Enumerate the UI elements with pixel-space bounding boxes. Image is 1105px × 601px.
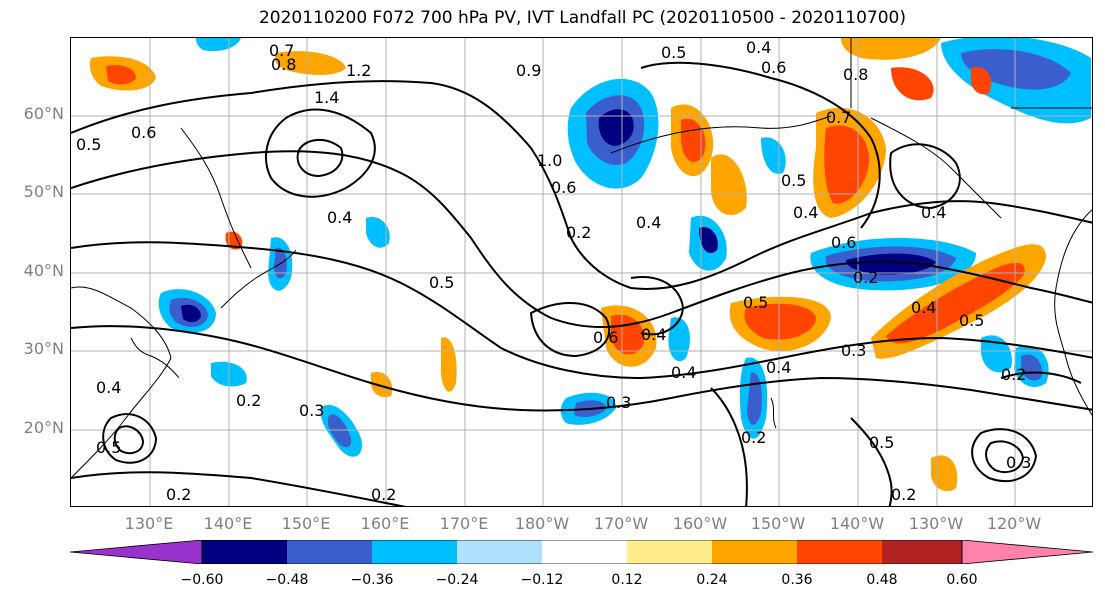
contour-label: 0.5: [96, 438, 121, 457]
contour-label: 0.4: [671, 363, 696, 382]
contour-label: 0.5: [743, 293, 768, 312]
lon-label-160w: 160°W: [672, 514, 728, 533]
contour-label: 0.4: [327, 208, 352, 227]
contour-label: 0.8: [843, 65, 868, 84]
contour-label: 0.5: [76, 135, 101, 154]
colorbar-segment: [797, 540, 882, 564]
contour-label: 0.2: [1001, 365, 1026, 384]
contour-label: 0.3: [299, 401, 324, 420]
colorbar-segment: [287, 540, 372, 564]
contour-label: 0.3: [1006, 453, 1031, 472]
plot-title: 2020110200 F072 700 hPa PV, IVT Landfall…: [258, 8, 906, 28]
colorbar-segment: [202, 540, 287, 564]
contour-label: 0.6: [761, 58, 786, 77]
shading-layer: [89, 38, 1091, 492]
colorbar-segment: [542, 540, 627, 564]
contour-label: 1.0: [537, 151, 562, 170]
lon-label-150w: 150°W: [750, 514, 806, 533]
contour-label: 0.4: [746, 38, 771, 57]
lon-label-130e: 130°E: [124, 514, 174, 533]
lon-label-140e: 140°E: [203, 514, 253, 533]
contour-label: 0.2: [371, 485, 396, 504]
lon-label-180w: 180°W: [514, 514, 570, 533]
lon-label-130w: 130°W: [908, 514, 964, 533]
contour-label: 1.4: [314, 88, 339, 107]
coastlines: [71, 38, 1092, 479]
colorbar-segment: [372, 540, 457, 564]
lon-label-170w: 170°W: [593, 514, 649, 533]
contour-label: 1.2: [346, 61, 371, 80]
contour-label: 0.5: [869, 433, 894, 452]
contour-label: 0.2: [236, 391, 261, 410]
contour-label: 0.6: [593, 328, 618, 347]
contour-label: 0.4: [911, 298, 936, 317]
colorbar-tick-label: 0.36: [781, 572, 813, 588]
lon-label-170e: 170°E: [439, 514, 489, 533]
colorbar-tick-label: −0.48: [265, 572, 309, 588]
colorbar-tick-label: −0.60: [180, 572, 224, 588]
contour-label: 0.4: [766, 358, 791, 377]
colorbar-extend-low: [70, 540, 203, 564]
lat-label-30n: 30°N: [23, 339, 64, 358]
contour-label: 0.4: [793, 203, 818, 222]
lat-label-40n: 40°N: [23, 261, 64, 280]
map-canvas: 0.7 0.8 1.2 1.4 0.5 0.6 0.9 0.5 0.4 0.6 …: [71, 38, 1092, 506]
contour-label: 0.6: [831, 233, 856, 252]
contour-label: 0.5: [959, 311, 984, 330]
graticule: [71, 38, 1092, 506]
contour-label: 0.7: [826, 108, 851, 127]
colorbar-tick-label: 0.24: [696, 572, 728, 588]
contour-lines: [71, 61, 1092, 506]
contour-label: 0.4: [96, 378, 121, 397]
contour-label: 0.5: [661, 43, 686, 62]
colorbar-tick-label: 0.48: [866, 572, 898, 588]
contour-label: 0.2: [741, 428, 766, 447]
contour-label: 0.4: [641, 325, 666, 344]
lat-label-60n: 60°N: [23, 104, 64, 123]
contour-label-layer: 0.7 0.8 1.2 1.4 0.5 0.6 0.9 0.5 0.4 0.6 …: [76, 38, 1031, 504]
contour-label: 0.4: [921, 203, 946, 222]
contour-label: 0.6: [551, 178, 576, 197]
contour-label: 0.2: [853, 268, 878, 287]
colorbar-tick-label: 0.12: [611, 572, 643, 588]
contour-label: 0.6: [131, 123, 156, 142]
colorbar-tick-label: −0.24: [435, 572, 479, 588]
contour-label: 0.2: [566, 223, 591, 242]
contour-label: 0.8: [271, 55, 296, 74]
colorbar-segment: [882, 540, 962, 564]
colorbar: [70, 540, 1094, 564]
colorbar-tick-label: 0.60: [946, 572, 978, 588]
colorbar-extend-high: [961, 540, 1094, 564]
contour-label: 0.7: [269, 41, 294, 60]
colorbar-tick-label: −0.36: [350, 572, 394, 588]
contour-label: 0.5: [429, 273, 454, 292]
contour-label: 0.3: [606, 393, 631, 412]
lat-label-50n: 50°N: [23, 182, 64, 201]
lon-label-160e: 160°E: [360, 514, 410, 533]
contour-label: 0.3: [841, 341, 866, 360]
contour-label: 0.5: [781, 171, 806, 190]
colorbar-segment: [712, 540, 797, 564]
lon-label-150e: 150°E: [281, 514, 331, 533]
colorbar-tick-label: −0.12: [520, 572, 564, 588]
contour-label: 0.2: [166, 485, 191, 504]
map-panel: 0.7 0.8 1.2 1.4 0.5 0.6 0.9 0.5 0.4 0.6 …: [70, 37, 1093, 507]
colorbar-segment: [457, 540, 542, 564]
contour-label: 0.9: [516, 61, 541, 80]
colorbar-segment: [627, 540, 712, 564]
lon-label-140w: 140°W: [829, 514, 885, 533]
lat-label-20n: 20°N: [23, 418, 64, 437]
lon-label-120w: 120°W: [986, 514, 1042, 533]
contour-label: 0.2: [891, 485, 916, 504]
contour-label: 0.4: [636, 213, 661, 232]
